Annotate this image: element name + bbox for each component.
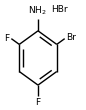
- Text: Br: Br: [66, 33, 76, 42]
- Text: F: F: [35, 98, 41, 107]
- Text: F: F: [5, 34, 10, 43]
- Text: NH$_2$: NH$_2$: [28, 4, 47, 17]
- Text: HBr: HBr: [51, 5, 68, 14]
